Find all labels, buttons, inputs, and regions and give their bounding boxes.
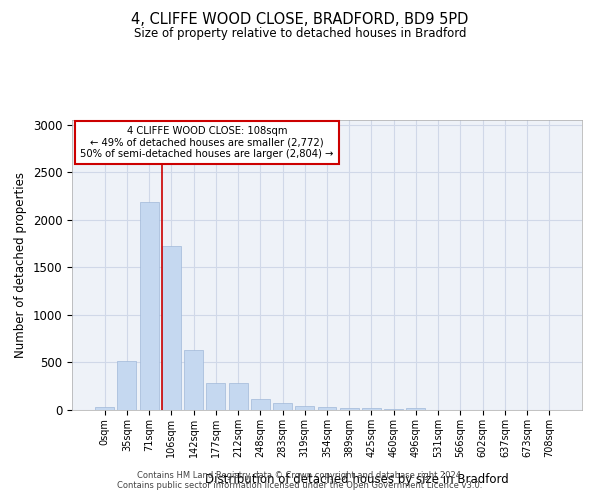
Bar [118, 360, 136, 410]
Bar [140, 202, 158, 410]
Text: 4, CLIFFE WOOD CLOSE, BRADFORD, BD9 5PD: 4, CLIFFE WOOD CLOSE, BRADFORD, BD9 5PD [131, 12, 469, 28]
Y-axis label: Number of detached properties: Number of detached properties [14, 172, 27, 358]
Bar [229, 384, 248, 410]
Bar [362, 408, 381, 410]
Bar [95, 407, 114, 410]
Bar [162, 246, 181, 410]
Bar [317, 407, 337, 410]
Bar [406, 408, 425, 410]
Text: Distribution of detached houses by size in Bradford: Distribution of detached houses by size … [205, 472, 509, 486]
Bar [340, 408, 359, 410]
Bar [184, 350, 203, 410]
Text: 4 CLIFFE WOOD CLOSE: 108sqm
← 49% of detached houses are smaller (2,772)
50% of : 4 CLIFFE WOOD CLOSE: 108sqm ← 49% of det… [80, 126, 334, 159]
Text: Contains HM Land Registry data © Crown copyright and database right 2024.
Contai: Contains HM Land Registry data © Crown c… [118, 470, 482, 490]
Bar [295, 406, 314, 410]
Text: Size of property relative to detached houses in Bradford: Size of property relative to detached ho… [134, 28, 466, 40]
Bar [384, 408, 403, 410]
Bar [206, 384, 225, 410]
Bar [251, 398, 270, 410]
Bar [273, 404, 292, 410]
